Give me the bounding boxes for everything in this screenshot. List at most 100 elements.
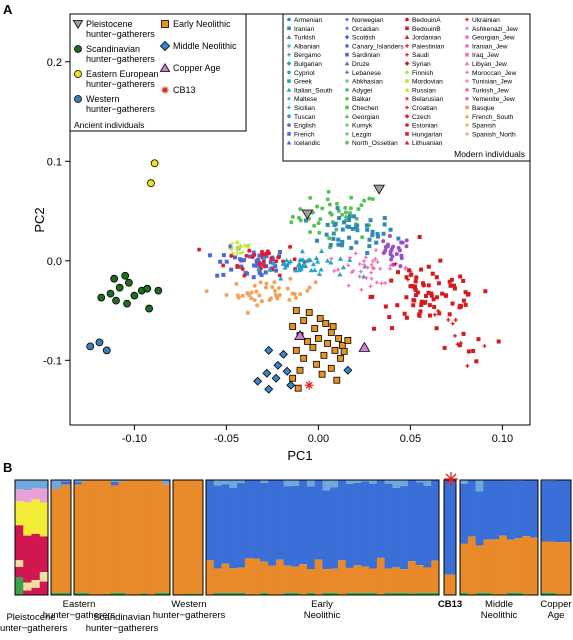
modern-point: [432, 305, 437, 310]
admixture-segment: [110, 485, 119, 593]
modern-legend-label: Chechen: [352, 105, 379, 112]
modern-legend-marker: [344, 34, 350, 40]
modern-legend-marker: [404, 61, 410, 66]
ancient-legend-marker: [74, 95, 82, 103]
middle-neolithic-point: [282, 366, 292, 376]
admixture-segment: [88, 480, 97, 595]
admixture-segment: [229, 592, 238, 595]
modern-point: [359, 287, 364, 292]
ancient-legend-box: [69, 13, 247, 132]
early-neolithic-point: [300, 354, 308, 362]
modern-point: [252, 252, 257, 257]
modern-point: [273, 264, 278, 269]
admixture-segment: [221, 484, 230, 564]
modern-point: [240, 250, 245, 255]
modern-point: [290, 291, 295, 296]
modern-point: [402, 311, 407, 316]
ancient-legend-marker: [159, 40, 171, 52]
modern-legend-label: Hungarian: [412, 131, 443, 138]
modern-legend-marker: [465, 132, 469, 136]
ancient-legend-label: hunter−gatherers: [86, 54, 155, 64]
admixture-segment: [221, 480, 230, 485]
modern-legend-marker: [345, 44, 349, 48]
modern-legend-label: Spanish: [472, 123, 496, 130]
modern-point: [327, 236, 332, 241]
modern-point: [336, 267, 341, 272]
admixture-segment: [483, 480, 492, 540]
modern-point: [367, 196, 372, 201]
middle-neolithic-point: [286, 380, 296, 390]
modern-legend-marker: [464, 34, 470, 40]
modern-legend-label: Moroccan_Jew: [472, 70, 517, 77]
scandinavian-point: [97, 293, 106, 302]
modern-point: [229, 253, 234, 258]
modern-point: [325, 222, 330, 227]
admixture-segment: [110, 480, 119, 482]
modern-point: [276, 285, 281, 290]
modern-point: [388, 227, 393, 232]
modern-point: [369, 262, 374, 267]
admixture-plot: Pleistocenehunter−gatherersEasternhunter…: [0, 472, 572, 634]
scandinavian-point: [106, 289, 115, 298]
modern-point: [292, 257, 297, 262]
early-neolithic-point: [300, 317, 308, 324]
admixture-segment: [338, 480, 347, 561]
modern-point: [355, 223, 360, 228]
admixture-segment: [244, 480, 253, 559]
modern-point: [411, 303, 416, 308]
admixture-segment: [415, 592, 424, 595]
ancient-legend-marker: [159, 63, 171, 72]
modern-point: [261, 255, 267, 260]
modern-point: [370, 233, 375, 238]
modern-point: [440, 291, 445, 296]
modern-point: [382, 216, 387, 221]
modern-legend-label: Yemenite_Jew: [472, 96, 515, 103]
modern-point: [224, 292, 229, 297]
modern-point: [340, 212, 345, 217]
modern-legend-label: Tunisian_Jew: [472, 79, 512, 86]
modern-point: [297, 257, 303, 262]
admixture-segment: [15, 566, 24, 578]
modern-point: [259, 299, 264, 304]
modern-point: [326, 189, 331, 194]
ancient-legend-label: Copper Age: [173, 63, 221, 73]
modern-point: [339, 243, 344, 248]
admixture-segment: [206, 480, 215, 561]
admixture-segment: [39, 488, 49, 503]
modern-point: [307, 285, 312, 290]
modern-point: [315, 238, 320, 243]
modern-legend-label: Maltese: [294, 96, 317, 103]
modern-point: [282, 265, 288, 270]
modern-point: [272, 288, 277, 293]
ancient-legend-label: Pleistocene: [86, 19, 133, 29]
admixture-segment: [530, 537, 539, 595]
admixture-segment: [193, 480, 204, 594]
admixture-segment: [491, 539, 500, 595]
modern-legend-marker: [404, 113, 410, 119]
modern-point: [336, 237, 341, 242]
modern-point: [419, 299, 424, 304]
admixture-segment: [237, 567, 246, 593]
admixture-segment: [61, 480, 72, 482]
modern-point: [452, 283, 457, 288]
modern-point: [346, 263, 351, 268]
modern-legend-label: Czech: [412, 114, 431, 121]
modern-legend-marker: [465, 52, 469, 57]
modern-point: [373, 257, 378, 262]
scandinavian-point: [121, 271, 130, 280]
modern-point: [261, 259, 266, 264]
modern-point: [405, 277, 410, 282]
admixture-group-label: Copper: [540, 599, 571, 610]
modern-legend-marker: [287, 132, 291, 136]
modern-point: [289, 220, 294, 225]
admixture-segment: [353, 480, 362, 483]
early-neolithic-point: [327, 329, 335, 336]
admixture-segment: [314, 559, 323, 595]
modern-point: [370, 196, 375, 201]
admixture-segment: [229, 488, 238, 569]
admixture-segment: [244, 558, 253, 595]
admixture-segment: [118, 480, 126, 482]
modern-point: [258, 280, 263, 285]
admixture-segment: [291, 566, 300, 593]
modern-point: [296, 261, 302, 266]
